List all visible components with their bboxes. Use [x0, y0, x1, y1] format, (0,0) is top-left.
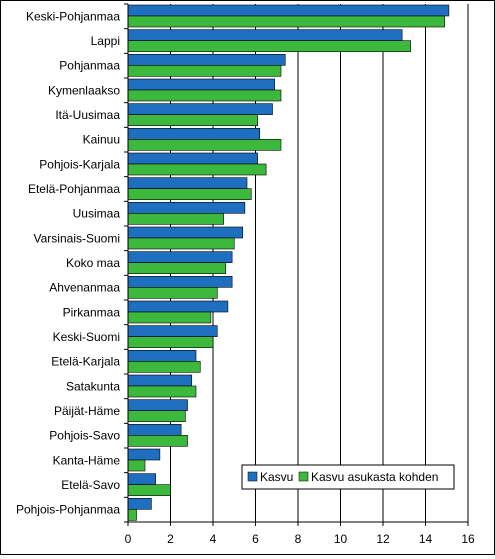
category-label: Kymenlaakso: [48, 83, 120, 97]
x-tick-label: 6: [252, 532, 259, 546]
x-tick-label: 12: [376, 532, 390, 546]
x-tick-label: 16: [461, 532, 475, 546]
legend-label-kasvu-asukasta-kohden: Kasvu asukasta kohden: [311, 470, 438, 484]
bar-kasvu: [127, 325, 218, 337]
bar-kasvu: [127, 374, 193, 387]
category-label: Kainuu: [83, 133, 120, 147]
x-tick-label: 8: [295, 532, 302, 546]
bar-kasvu: [127, 152, 258, 165]
bar-kasvu-asukasta-kohden: [127, 139, 282, 151]
category-label: Ahvenanmaa: [49, 281, 120, 295]
bar-kasvu: [127, 29, 403, 41]
category-label: Pohjois-Karjala: [39, 157, 120, 171]
bar-kasvu-asukasta-kohden: [127, 262, 227, 274]
category-label: Pohjanmaa: [59, 59, 120, 73]
x-tick-label: 4: [210, 532, 217, 546]
bar-kasvu: [127, 498, 152, 510]
category-label: Keski-Pohjanmaa: [26, 9, 120, 23]
bars: [127, 4, 450, 521]
bar-kasvu-asukasta-kohden: [127, 509, 137, 521]
category-labels: Keski-Pohjanmaa Lappi Pohjanmaa Kymenlaakso…: [16, 9, 120, 516]
category-label: Pirkanmaa: [63, 305, 121, 319]
category-label: Etelä-Pohjanmaa: [28, 182, 120, 196]
bar-kasvu: [127, 399, 188, 411]
bar-kasvu: [127, 128, 261, 140]
bar-kasvu-asukasta-kohden: [127, 484, 171, 496]
bar-kasvu-asukasta-kohden: [127, 336, 214, 348]
category-label: Etelä-Karjala: [51, 355, 120, 369]
bar-kasvu-asukasta-kohden: [127, 213, 224, 225]
x-tick-label: 0: [125, 532, 132, 546]
bar-kasvu-asukasta-kohden: [127, 311, 212, 324]
legend-swatch-kasvu: [247, 471, 258, 482]
legend-label-kasvu: Kasvu: [260, 470, 293, 484]
category-label: Pohjois-Savo: [49, 429, 120, 443]
bar-kasvu: [127, 424, 182, 436]
axes: [124, 3, 469, 526]
bar-kasvu: [127, 202, 246, 214]
category-label: Satakunta: [66, 379, 120, 393]
category-label: Päijät-Häme: [54, 404, 120, 418]
x-tick-label: 2: [167, 532, 174, 546]
x-tick-label: 14: [419, 532, 433, 546]
bar-kasvu-asukasta-kohden: [127, 237, 235, 250]
bar-kasvu-asukasta-kohden: [127, 410, 186, 422]
legend-swatch-kasvu-asukasta-kohden: [298, 471, 309, 482]
bar-kasvu-asukasta-kohden: [127, 361, 201, 373]
category-label: Keski-Suomi: [53, 330, 120, 344]
bar-kasvu-asukasta-kohden: [127, 287, 218, 299]
bar-kasvu: [127, 251, 233, 263]
bar-kasvu-asukasta-kohden: [127, 163, 267, 176]
category-label: Itä-Uusimaa: [55, 108, 120, 122]
bar-kasvu: [127, 226, 244, 239]
bar-kasvu-asukasta-kohden: [127, 114, 258, 126]
bar-kasvu-asukasta-kohden: [127, 89, 282, 102]
bar-kasvu-asukasta-kohden: [127, 385, 197, 398]
bar-kasvu: [127, 300, 229, 313]
x-tick-label: 10: [334, 532, 348, 546]
bar-kasvu-asukasta-kohden: [127, 188, 252, 200]
bar-kasvu: [127, 276, 233, 288]
bar-kasvu: [127, 473, 156, 485]
bar-kasvu: [127, 54, 286, 66]
category-label: Uusimaa: [73, 207, 121, 221]
bar-kasvu-asukasta-kohden: [127, 459, 146, 472]
bar-kasvu-asukasta-kohden: [127, 65, 282, 77]
category-label: Kanta-Häme: [53, 453, 121, 467]
legend: Kasvu Kasvu asukasta kohden: [241, 464, 455, 490]
bar-kasvu: [127, 350, 197, 362]
legend-box: [241, 464, 455, 490]
x-tick-labels: 0 2 4 6 8 10 12 14 16: [125, 532, 475, 546]
bar-kasvu-asukasta-kohden: [127, 15, 445, 28]
category-label: Koko maa: [66, 256, 120, 270]
bar-kasvu: [127, 4, 450, 17]
bar-kasvu: [127, 448, 161, 461]
bar-kasvu: [127, 103, 273, 115]
bar-kasvu: [127, 78, 275, 91]
bar-kasvu: [127, 177, 248, 189]
category-label: Varsinais-Suomi: [34, 231, 120, 245]
bar-kasvu-asukasta-kohden: [127, 435, 188, 447]
category-label: Pohjois-Pohjanmaa: [16, 503, 120, 517]
bar-kasvu-asukasta-kohden: [127, 40, 411, 52]
category-label: Lappi: [91, 34, 120, 48]
category-label: Etelä-Savo: [61, 478, 120, 492]
